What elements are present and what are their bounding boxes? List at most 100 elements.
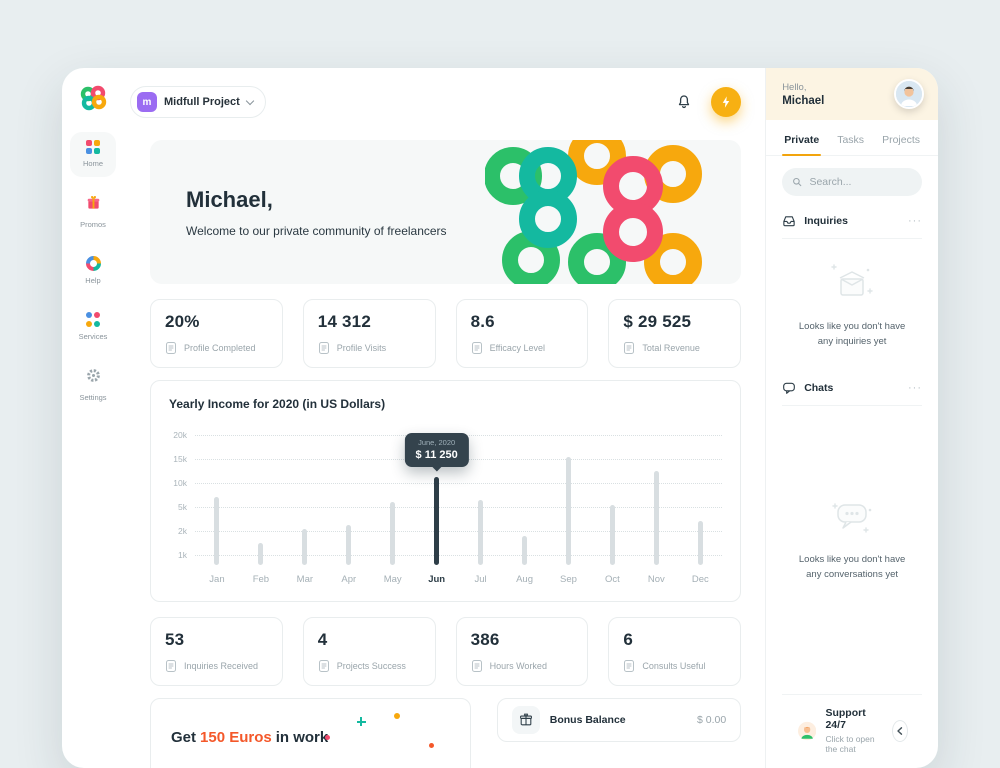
topbar: m Midfull Project <box>130 82 742 122</box>
bonus-balance-card: Bonus Balance $ 0.00 <box>496 698 742 742</box>
lightning-icon <box>722 96 730 108</box>
chart-column: Oct <box>590 435 634 587</box>
hours-worked-icon <box>471 660 482 672</box>
profile-visits-icon <box>318 342 329 354</box>
stats-row-top: 20% Profile Completed 14 312 Profile Vis… <box>150 299 742 368</box>
support-subtitle: Click to open the chat <box>825 734 875 754</box>
chart-columns: Jan Feb Mar Apr May Jun Jul Aug Sep Oct Nov Dec <box>195 435 722 587</box>
inquiries-empty-state: Looks like you don't have any inquiries … <box>782 261 922 349</box>
project-icon: m <box>137 92 157 112</box>
open-chat-button[interactable] <box>891 719 908 742</box>
sidebar-item-help[interactable]: Help <box>70 248 116 294</box>
consults-useful-icon <box>624 660 635 672</box>
month-label: Apr <box>341 574 357 585</box>
support-row[interactable]: Support 24/7 Click to open the chat <box>782 694 922 768</box>
income-chart-card: Yearly Income for 2020 (in US Dollars) 2… <box>150 380 742 602</box>
month-label: Jan <box>209 574 225 585</box>
chart-bar-feb[interactable] <box>258 543 264 565</box>
chart-bar-may[interactable] <box>390 502 396 565</box>
gridline <box>195 507 723 508</box>
confetti-dot <box>324 735 330 740</box>
chats-empty-text: Looks like you don't have any conversati… <box>798 554 906 581</box>
chart-bar-oct[interactable] <box>609 504 615 565</box>
user-avatar[interactable] <box>894 79 924 109</box>
empty-box-illustration <box>831 264 873 296</box>
confetti-dot <box>393 713 400 719</box>
month-label: Nov <box>647 574 665 585</box>
chart-bar-jun[interactable] <box>434 477 440 565</box>
chart-column: Dec <box>678 435 722 587</box>
chart-bar-mar[interactable] <box>302 529 308 565</box>
welcome-title: Michael, <box>186 186 273 212</box>
sidebar: Home Promos Help Services <box>62 68 118 768</box>
greeting-header: Hello, Michael <box>766 68 938 120</box>
sidebar-item-home[interactable]: Home <box>70 132 116 177</box>
inquiries-received-icon <box>166 660 176 672</box>
month-label: Jul <box>474 574 487 585</box>
gift-box-icon <box>511 706 540 734</box>
month-label: May <box>383 574 402 585</box>
theme-toggle-button[interactable] <box>711 87 742 117</box>
stat-card-inquiries-received: 53 Inquiries Received <box>150 617 283 686</box>
inquiries-section-header: Inquiries ··· <box>782 214 922 239</box>
welcome-banner: Michael, Welcome to our private communit… <box>150 140 742 284</box>
confetti-plus <box>356 717 366 726</box>
chart-column: Aug <box>503 435 547 587</box>
chart-column: May <box>371 435 415 587</box>
dashboard-content: Michael, Welcome to our private communit… <box>150 122 742 768</box>
tooltip-value: $ 11 250 <box>415 449 458 461</box>
chart-bar-dec[interactable] <box>697 521 703 565</box>
stat-label: Consults Useful <box>642 661 706 671</box>
month-label: Feb <box>252 574 270 585</box>
month-label: Jun <box>428 574 446 585</box>
chart-column: Apr <box>327 435 371 587</box>
chart-bar-jan[interactable] <box>214 497 220 565</box>
chart-plot: Jan Feb Mar Apr May Jun Jul Aug Sep Oct Nov Dec Jun… <box>195 433 723 587</box>
y-tick-label: 2k <box>178 526 187 536</box>
chart-bar-sep[interactable] <box>565 456 571 565</box>
promo-banner[interactable]: Get 150 Euros in work <box>150 698 471 768</box>
right-panel-tabs: Private Tasks Projects <box>766 120 938 156</box>
inquiries-empty-text: Looks like you don't have any inquiries … <box>798 321 906 347</box>
sidebar-item-promos[interactable]: Promos <box>70 187 116 238</box>
stats-row-bottom: 53 Inquiries Received 4 Projects Success… <box>150 617 742 686</box>
y-tick-label: 15k <box>173 454 187 464</box>
right-panel-body: Inquiries ··· Looks like you don't have … <box>766 156 938 768</box>
chart-bar-apr[interactable] <box>346 524 352 565</box>
chart-bar-nov[interactable] <box>653 471 659 565</box>
chart-column: Sep <box>547 435 591 587</box>
search-input[interactable] <box>809 176 912 188</box>
greeting-hello: Hello, <box>782 81 807 93</box>
stat-label: Inquiries Received <box>184 661 259 671</box>
stat-label: Projects Success <box>336 661 406 671</box>
welcome-subtitle: Welcome to our private community of free… <box>186 223 447 238</box>
stat-value: 8.6 <box>470 312 495 331</box>
app-logo-icon[interactable] <box>79 84 107 112</box>
bonus-value: $ 0.00 <box>696 714 727 726</box>
chart-bar-jul[interactable] <box>478 499 484 565</box>
chart-tooltip: June, 2020 $ 11 250 <box>404 433 469 467</box>
y-tick-label: 1k <box>178 550 187 560</box>
sidebar-item-settings[interactable]: Settings <box>70 360 116 411</box>
chart-bar-aug[interactable] <box>522 535 528 565</box>
tab-projects[interactable]: Projects <box>882 134 920 146</box>
sidebar-item-label: Home <box>82 159 103 168</box>
tab-tasks[interactable]: Tasks <box>837 134 865 146</box>
confetti-dot <box>428 743 434 748</box>
notifications-button[interactable] <box>669 87 700 117</box>
tab-private[interactable]: Private <box>782 130 822 156</box>
chats-menu-button[interactable]: ··· <box>908 381 922 394</box>
project-selector[interactable]: m Midfull Project <box>130 86 266 118</box>
stat-value: 20% <box>165 312 200 331</box>
sidebar-item-services[interactable]: Services <box>70 304 116 350</box>
app-window: Home Promos Help Services <box>62 68 938 768</box>
month-label: Dec <box>691 574 709 585</box>
stat-value: 53 <box>165 630 185 649</box>
search-icon <box>793 177 802 187</box>
bar-chart: 20k 15k 10k 5k 2k 1k Jan Feb Mar Apr May Jun Jul Aug… <box>169 430 723 587</box>
inquiries-menu-button[interactable]: ··· <box>908 214 922 227</box>
stat-value: $ 29 525 <box>623 312 692 331</box>
y-tick-label: 20k <box>173 430 187 440</box>
stat-card-projects-success: 4 Projects Success <box>302 617 436 686</box>
promo-highlight: 150 Euros <box>200 729 272 746</box>
